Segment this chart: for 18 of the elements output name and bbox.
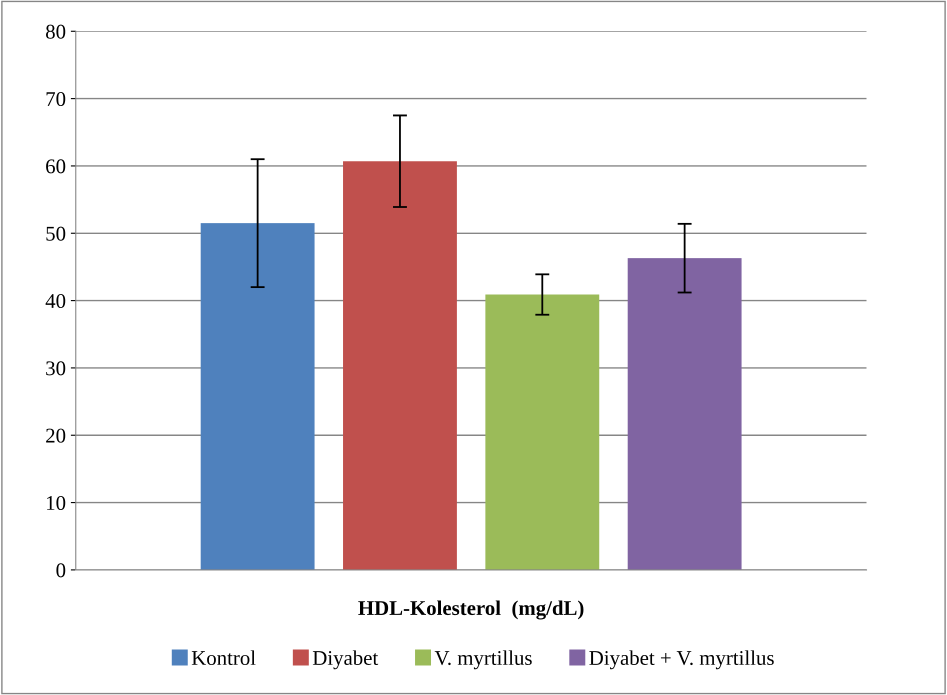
y-tick-label: 10	[47, 496, 66, 510]
y-tick-label: 80	[46, 24, 66, 39]
y-tick-label: 30	[46, 361, 66, 376]
y-tick-label: 60	[46, 159, 66, 174]
bar	[343, 161, 457, 570]
y-tick-label: 0	[56, 563, 66, 578]
y-tick-label: 20	[46, 428, 66, 443]
bar	[628, 258, 742, 570]
legend-label: Diyabet + V. myrtillus	[589, 650, 774, 670]
y-tick-label: 40	[46, 294, 66, 308]
legend-label: Diyabet	[312, 650, 378, 670]
bar	[485, 294, 600, 570]
legend-label: V. myrtillus	[434, 650, 532, 670]
y-tick-label: 70	[46, 92, 66, 106]
x-tick-label: HDL-Kolesterol (mg/dL)	[358, 600, 584, 620]
bar	[200, 223, 315, 570]
y-tick-label: 50	[46, 226, 66, 241]
legend-label: Kontrol	[192, 650, 256, 666]
